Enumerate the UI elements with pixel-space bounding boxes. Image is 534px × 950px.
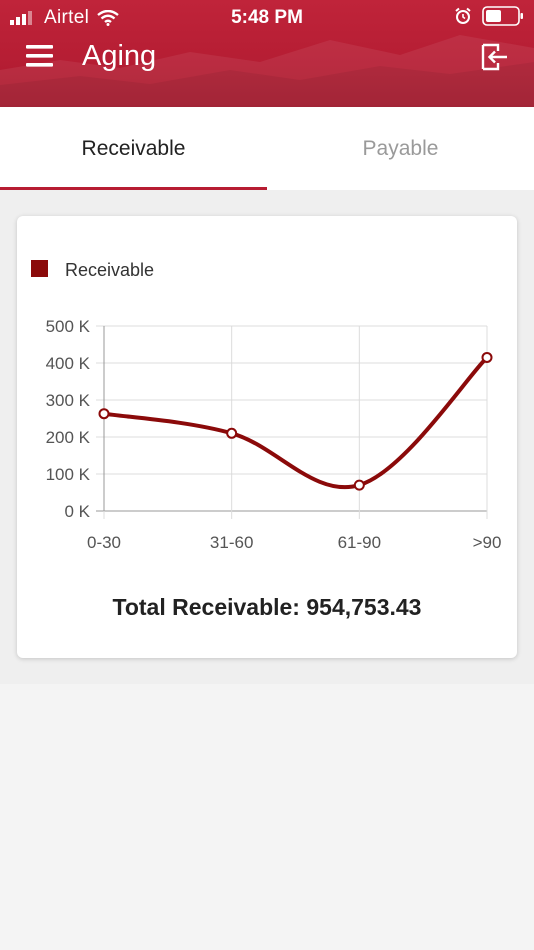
chart-card: Receivable 0 K 100 K 200 K 300 K 400 K 500 K 0-… <box>17 216 517 658</box>
y-tick-label: 0 K <box>64 502 90 521</box>
status-time: 5:48 PM <box>231 7 303 28</box>
x-tick-label: 0-30 <box>87 533 121 552</box>
legend-label: Receivable <box>65 260 154 280</box>
tab-receivable[interactable]: Receivable <box>81 136 186 160</box>
y-tick-label: 200 K <box>46 428 91 447</box>
logout-icon[interactable] <box>480 42 510 72</box>
status-bar-left: Airtel <box>10 7 119 29</box>
x-tick-label: 31-60 <box>210 533 253 552</box>
data-point <box>481 351 493 363</box>
app-header: Airtel 5:48 PM Aging <box>0 0 534 107</box>
y-tick-label: 500 K <box>46 317 91 336</box>
hamburger-menu-icon[interactable] <box>26 44 54 68</box>
y-tick-label: 400 K <box>46 354 91 373</box>
series-line-receivable <box>103 356 489 490</box>
y-tick-label: 100 K <box>46 465 91 484</box>
total-receivable: Total Receivable: 954,753.43 <box>112 594 422 620</box>
tab-payable[interactable]: Payable <box>362 136 439 160</box>
x-tick-label: 61-90 <box>338 533 381 552</box>
data-point <box>353 479 365 491</box>
header-background-pattern <box>0 35 534 107</box>
carrier-name: Airtel <box>44 7 90 28</box>
aging-line-chart: Receivable 0 K 100 K 200 K 300 K 400 K 500 K 0-… <box>31 260 502 552</box>
data-point <box>98 408 110 420</box>
x-tick-label: >90 <box>473 533 502 552</box>
legend-swatch <box>31 260 48 277</box>
signal-strength-icon <box>10 11 32 25</box>
status-bar-right <box>454 6 524 26</box>
status-bar: Airtel 5:48 PM <box>0 0 534 36</box>
alarm-icon <box>455 7 471 24</box>
y-tick-label: 300 K <box>46 391 91 410</box>
active-tab-indicator <box>0 187 267 190</box>
wifi-icon <box>97 10 119 26</box>
tab-bar: Receivable Payable <box>0 107 534 190</box>
page-title: Aging <box>82 40 157 72</box>
battery-icon <box>482 6 523 26</box>
data-point <box>226 427 238 439</box>
